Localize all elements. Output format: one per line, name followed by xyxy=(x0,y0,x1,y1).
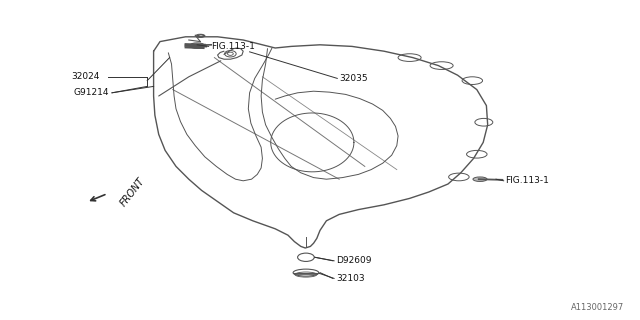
Text: G91214: G91214 xyxy=(74,88,109,97)
Text: 32103: 32103 xyxy=(336,274,365,283)
Text: FIG.113-1: FIG.113-1 xyxy=(211,42,255,51)
Text: FRONT: FRONT xyxy=(118,176,147,208)
Ellipse shape xyxy=(190,44,204,48)
Text: A113001297: A113001297 xyxy=(571,303,624,312)
Text: 32024: 32024 xyxy=(71,72,99,81)
Ellipse shape xyxy=(473,177,487,181)
Ellipse shape xyxy=(196,34,205,37)
Text: FIG.113-1: FIG.113-1 xyxy=(506,176,550,185)
Text: D92609: D92609 xyxy=(336,256,371,265)
Ellipse shape xyxy=(190,43,204,47)
Text: 32035: 32035 xyxy=(339,74,368,83)
